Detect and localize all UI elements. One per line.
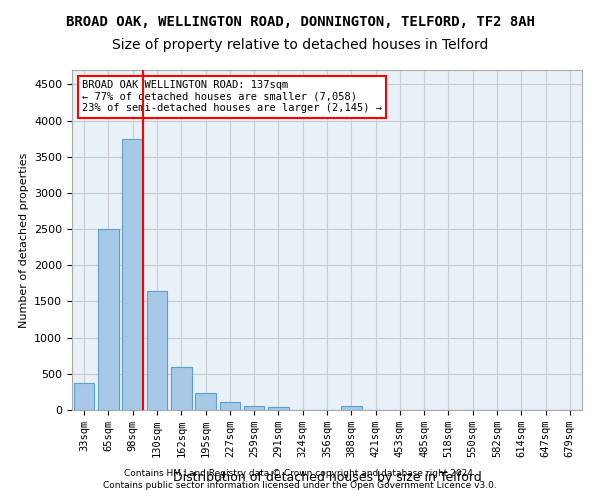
Bar bbox=[244, 406, 265, 410]
Bar bbox=[171, 368, 191, 410]
Text: BROAD OAK WELLINGTON ROAD: 137sqm
← 77% of detached houses are smaller (7,058)
2: BROAD OAK WELLINGTON ROAD: 137sqm ← 77% … bbox=[82, 80, 382, 114]
Text: Contains public sector information licensed under the Open Government Licence v3: Contains public sector information licen… bbox=[103, 481, 497, 490]
Bar bbox=[98, 229, 119, 410]
X-axis label: Distribution of detached houses by size in Telford: Distribution of detached houses by size … bbox=[173, 471, 481, 484]
Text: Contains HM Land Registry data © Crown copyright and database right 2024.: Contains HM Land Registry data © Crown c… bbox=[124, 468, 476, 477]
Text: Size of property relative to detached houses in Telford: Size of property relative to detached ho… bbox=[112, 38, 488, 52]
Bar bbox=[220, 402, 240, 410]
Bar bbox=[122, 138, 143, 410]
Text: BROAD OAK, WELLINGTON ROAD, DONNINGTON, TELFORD, TF2 8AH: BROAD OAK, WELLINGTON ROAD, DONNINGTON, … bbox=[65, 15, 535, 29]
Y-axis label: Number of detached properties: Number of detached properties bbox=[19, 152, 29, 328]
Bar bbox=[341, 406, 362, 410]
Bar bbox=[195, 394, 216, 410]
Bar bbox=[146, 292, 167, 410]
Bar bbox=[268, 408, 289, 410]
Bar bbox=[74, 383, 94, 410]
